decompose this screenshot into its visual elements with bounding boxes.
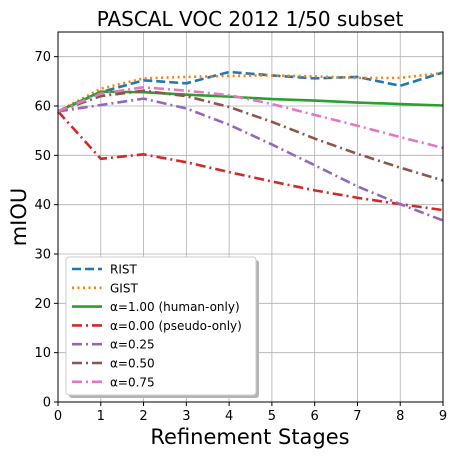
- y-tick-label: 40: [34, 198, 51, 213]
- y-tick-label: 30: [34, 248, 51, 263]
- legend-label: α=0.50: [110, 357, 155, 371]
- legend-items: RIST GIST α=1.00 (human-only) α=0.00 (pseud…: [72, 263, 242, 389]
- x-tick-label: 2: [139, 409, 147, 424]
- y-tick-label: 10: [34, 346, 51, 361]
- legend-label: α=0.75: [110, 375, 155, 389]
- x-tick-label: 8: [396, 409, 404, 424]
- series-line-4: [57, 97, 444, 222]
- legend-label: α=0.00 (pseudo-only): [110, 319, 242, 333]
- x-tick-label: 0: [54, 409, 62, 424]
- y-tick-label: 20: [34, 297, 51, 312]
- series-layer: [57, 70, 444, 222]
- series-line-3: [57, 110, 444, 212]
- plot-frame: [57, 31, 444, 403]
- series-line-2: [57, 90, 444, 113]
- x-tick-label: 9: [439, 409, 447, 424]
- x-tick-label: 4: [225, 409, 233, 424]
- y-tick-label: 60: [34, 100, 51, 115]
- x-tick-label: 5: [268, 409, 276, 424]
- legend-box: [65, 256, 257, 396]
- legend-label: GIST: [110, 281, 138, 295]
- legend-label: RIST: [110, 263, 137, 277]
- x-axis-label: Refinement Stages: [150, 425, 349, 449]
- series-line-1: [57, 71, 444, 113]
- x-tick-label: 6: [311, 409, 319, 424]
- legend: RIST GIST α=1.00 (human-only) α=0.00 (pseud…: [65, 256, 259, 398]
- x-tick-label: 7: [353, 409, 361, 424]
- x-tick-label: 3: [182, 409, 190, 424]
- series-line-6: [57, 85, 444, 150]
- y-axis: 0 10 20 30 40 50 60 70: [34, 50, 58, 411]
- legend-label: α=0.25: [110, 338, 155, 352]
- y-tick-label: 50: [34, 149, 51, 164]
- chart-title: PASCAL VOC 2012 1/50 subset: [97, 7, 404, 31]
- series-line-0: [57, 70, 444, 113]
- series-line-5: [57, 89, 444, 182]
- legend-label: α=1.00 (human-only): [110, 300, 240, 314]
- x-axis: 0 1 2 3 4 5 6 7 8 9: [54, 402, 447, 424]
- y-tick-label: 0: [43, 396, 51, 411]
- y-tick-label: 70: [34, 50, 51, 65]
- x-tick-label: 1: [97, 409, 105, 424]
- y-axis-label: mIOU: [7, 188, 31, 247]
